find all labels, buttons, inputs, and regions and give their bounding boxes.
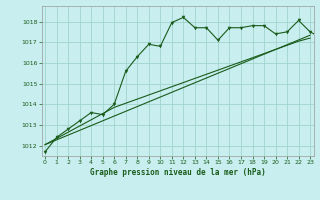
X-axis label: Graphe pression niveau de la mer (hPa): Graphe pression niveau de la mer (hPa) <box>90 168 266 177</box>
